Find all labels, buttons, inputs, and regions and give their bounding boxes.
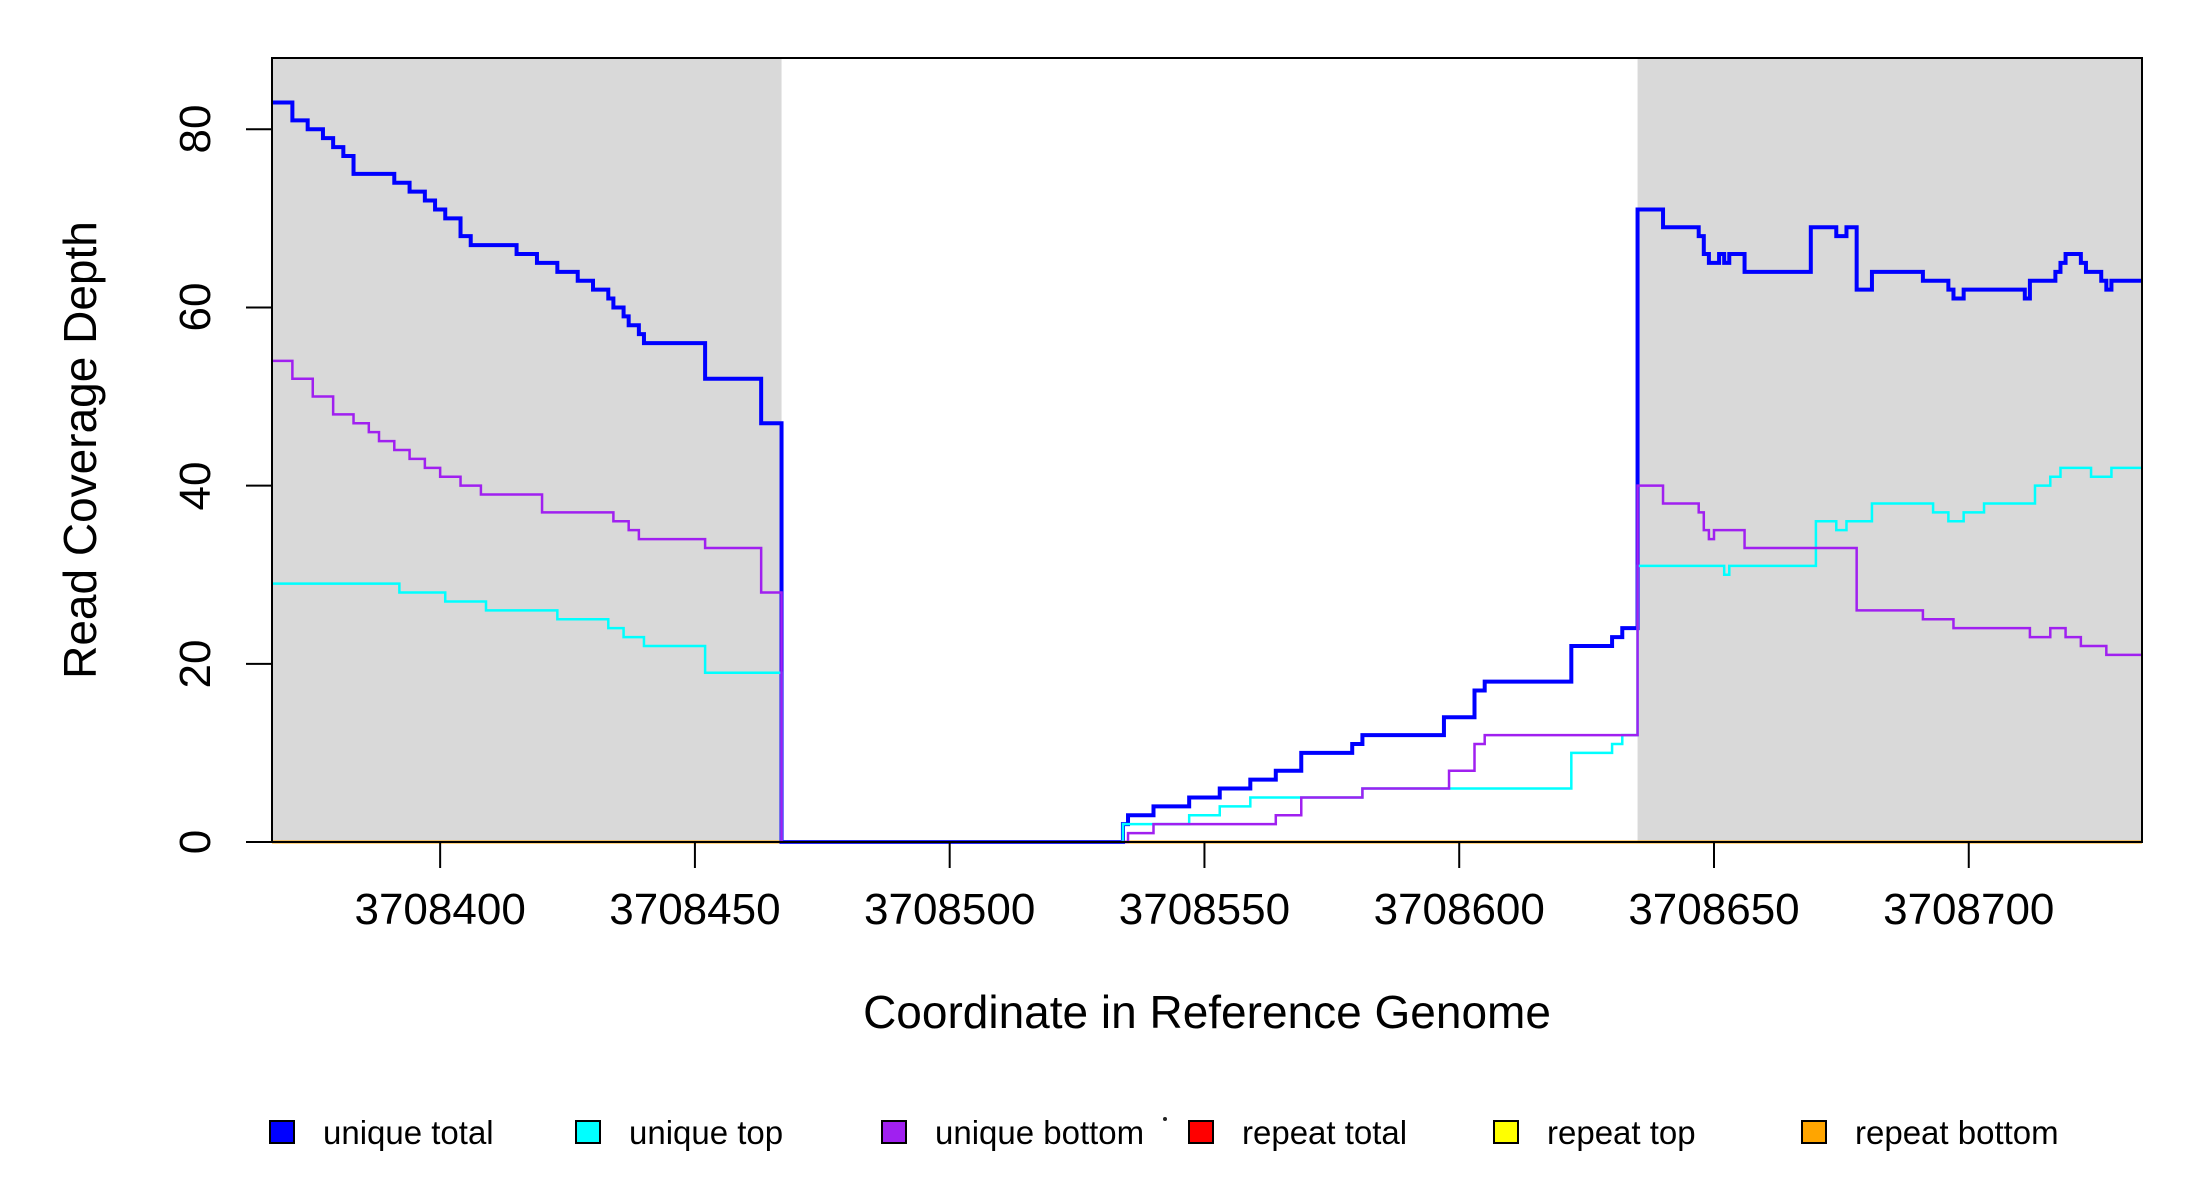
- y-tick-label: 0: [171, 829, 220, 855]
- stray-dot: [1163, 1117, 1167, 1121]
- y-tick-label: 60: [171, 282, 220, 332]
- y-tick-label: 80: [171, 104, 220, 154]
- x-tick-label: 3708500: [864, 885, 1036, 934]
- legend-swatch-unique-total: [269, 1120, 295, 1144]
- legend-label: repeat total: [1242, 1114, 1408, 1151]
- shaded-region-left: [272, 58, 782, 842]
- y-axis-title: Read Coverage Depth: [54, 221, 106, 679]
- x-axis-title: Coordinate in Reference Genome: [863, 986, 1551, 1038]
- shaded-region-right: [1637, 58, 2142, 842]
- legend-swatch-repeat-total: [1188, 1120, 1214, 1144]
- x-tick-label: 3708450: [609, 885, 781, 934]
- y-tick-label: 20: [171, 639, 220, 689]
- x-tick-label: 3708400: [354, 885, 526, 934]
- unique-bottom-line: [272, 359, 2142, 844]
- plot-box: [271, 57, 2143, 843]
- legend-label: repeat top: [1547, 1114, 1696, 1151]
- legend-swatch-repeat-bottom: [1801, 1120, 1827, 1144]
- legend-swatch-unique-top: [575, 1120, 601, 1144]
- x-tick-label: 3708700: [1883, 885, 2055, 934]
- x-tick-label: 3708650: [1628, 885, 1800, 934]
- x-tick-label: 3708550: [1118, 885, 1291, 934]
- legend-swatch-repeat-top: [1493, 1120, 1519, 1144]
- unique-top-line: [272, 466, 2142, 844]
- unique-total-line: [272, 100, 2142, 844]
- x-tick-label: 3708600: [1373, 885, 1545, 934]
- legend-label: unique total: [323, 1114, 494, 1151]
- legend-swatch-unique-bottom: [881, 1120, 907, 1144]
- legend-label: unique top: [629, 1114, 784, 1151]
- legend-label: unique bottom: [935, 1114, 1145, 1151]
- y-tick-label: 40: [171, 461, 220, 511]
- legend-label: repeat bottom: [1855, 1114, 2059, 1151]
